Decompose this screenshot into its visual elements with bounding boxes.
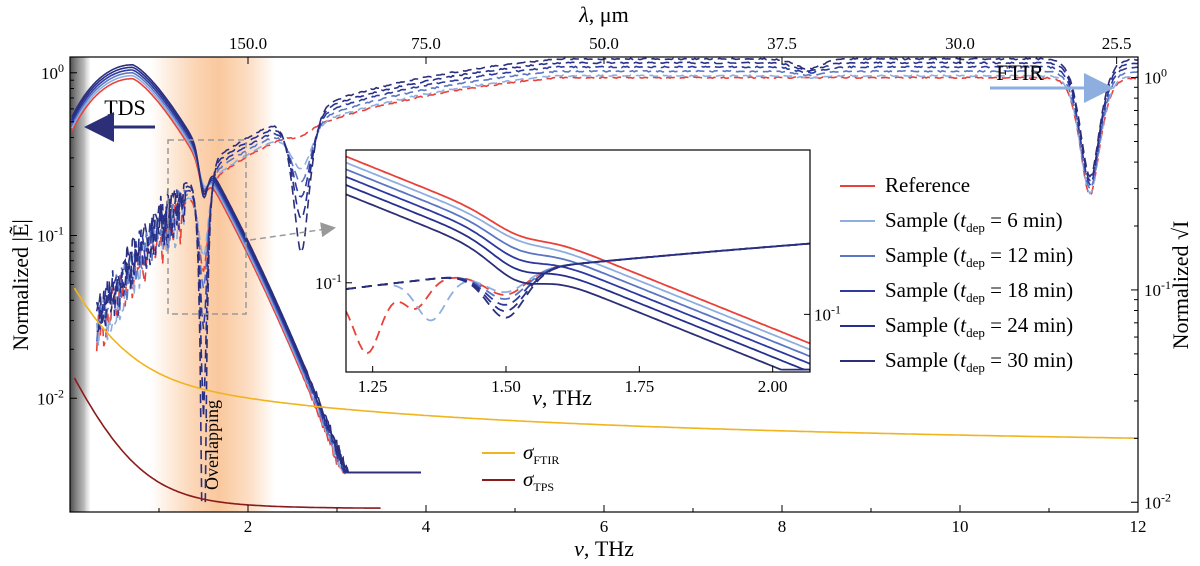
x-tick-label: 4 xyxy=(422,517,431,536)
top-tick-label: 25.5 xyxy=(1102,34,1132,53)
x-axis-label: ν, THz xyxy=(574,536,634,561)
ftir-series-line xyxy=(95,69,1138,342)
legend-entry: Sample (tdep = 12 min) xyxy=(885,243,1073,270)
inset-tds-line xyxy=(346,155,810,345)
y-right-tick-label: 10-1 xyxy=(1144,278,1171,300)
inset-x-tick-label: 1.50 xyxy=(491,377,521,396)
inset-frame xyxy=(345,149,811,373)
noise-legend-entry: σFTIR xyxy=(523,440,559,467)
inset-x-tick-label: 2.00 xyxy=(758,377,788,396)
inset-tds-line xyxy=(346,175,810,365)
x-tick-label: 8 xyxy=(778,517,787,536)
y-right-axis-label: Normalized √I xyxy=(1168,221,1193,350)
inset-tds-line xyxy=(346,161,810,351)
legend: Reference Sample (tdep = 6 min) Sample (td… xyxy=(840,173,1073,375)
sigma-ftir-line xyxy=(73,287,1138,439)
overlap-band xyxy=(150,57,275,512)
inset-y-right-tick-label: 10-1 xyxy=(814,302,841,324)
top-tick-label: 30.0 xyxy=(945,34,975,53)
top-tick-label: 37.5 xyxy=(767,34,797,53)
x-tick-label: 12 xyxy=(1130,517,1147,536)
sigma-tps-line xyxy=(73,377,381,509)
top-tick-label: 150.0 xyxy=(229,34,267,53)
inset-ftir-line xyxy=(346,242,810,319)
legend-entry: Reference xyxy=(885,173,970,197)
ftir-series-line xyxy=(96,61,1138,417)
ftir-series-line xyxy=(95,57,1138,504)
y-right-tick-label: 10-2 xyxy=(1144,490,1171,512)
y-left-tick-label: 10-1 xyxy=(37,224,64,246)
y-left-tick-label: 10-2 xyxy=(37,386,64,408)
legend-entry: Sample (tdep = 6 min) xyxy=(885,208,1063,235)
inset-series-layer xyxy=(346,155,810,371)
zoom-box xyxy=(167,139,247,315)
inset-tds-line xyxy=(346,184,810,371)
noise-legend-entry: σTPS xyxy=(523,467,554,494)
y-right-tick-label: 100 xyxy=(1144,66,1167,88)
y-left-tick-label: 100 xyxy=(41,61,64,83)
ftir-series-line xyxy=(95,74,1138,346)
top-tick-label: 75.0 xyxy=(411,34,441,53)
zoom-pointer xyxy=(249,222,336,241)
x-tick-label: 2 xyxy=(244,517,253,536)
legend-entry: Sample (tdep = 24 min) xyxy=(885,313,1073,340)
inset-background xyxy=(346,150,810,372)
inset-y-left-tick-label: 10-1 xyxy=(315,271,342,293)
tds-label: TDS xyxy=(104,95,146,120)
y-left-axis-label: Normalized |Ẽ| xyxy=(8,219,33,351)
ftir-label: FTIR xyxy=(996,60,1044,85)
ftir-series-line xyxy=(95,75,1138,352)
inset-ticks: 1.25 1.50 1.75 2.00 10-1 10-1 xyxy=(315,271,841,396)
inset-plot: 1.25 1.50 1.75 2.00 10-1 10-1 ν, THz xyxy=(315,149,841,410)
inset-tds-line xyxy=(346,193,810,371)
inset-x-tick-label: 1.25 xyxy=(358,377,388,396)
axis-ticks: 2 4 6 8 10 12 150.0 75.0 50.0 37.5 30.0 25.5 100 10-1… xyxy=(37,34,1171,536)
legend-entry: Sample (tdep = 18 min) xyxy=(885,278,1073,305)
inset-x-label: ν, THz xyxy=(532,385,592,410)
top-axis-label: λ, μm xyxy=(578,2,628,27)
top-tick-label: 50.0 xyxy=(589,34,619,53)
inset-x-tick-label: 1.75 xyxy=(624,377,654,396)
x-tick-label: 10 xyxy=(952,517,969,536)
x-tick-label: 6 xyxy=(600,517,609,536)
overlap-label: Overlapping xyxy=(202,400,222,490)
legend-entry: Sample (tdep = 30 min) xyxy=(885,348,1073,375)
